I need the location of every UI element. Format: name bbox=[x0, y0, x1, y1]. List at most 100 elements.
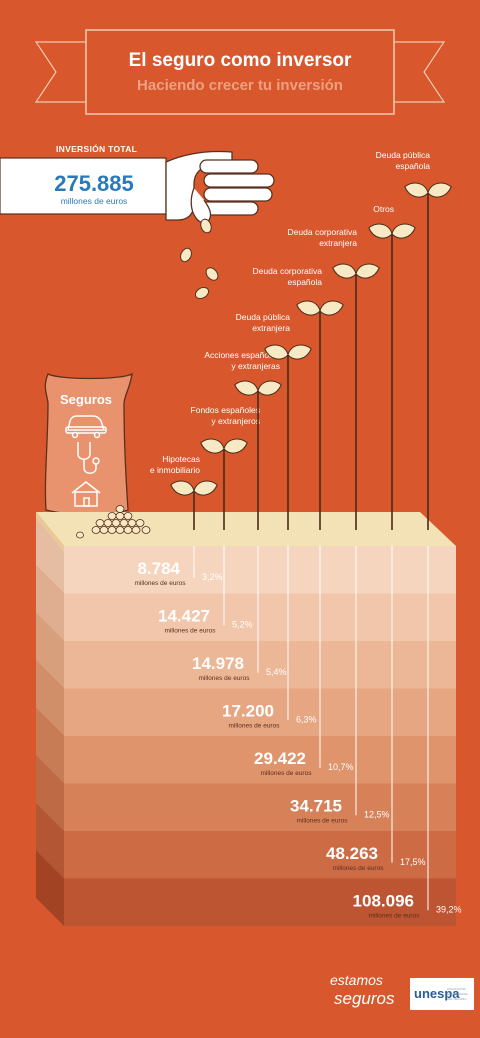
category-label: Fondos españoles y extranjeros bbox=[191, 405, 260, 426]
plant-leaf bbox=[221, 435, 250, 457]
plant-leaf bbox=[402, 179, 431, 201]
footer: estamos seguros unespa ASOCIACIÓN EMPRES… bbox=[330, 972, 474, 1010]
plant-leaf bbox=[330, 260, 359, 282]
falling-seeds bbox=[180, 218, 219, 300]
value-label: 34.715 bbox=[290, 796, 342, 815]
plant-leaf bbox=[191, 477, 220, 499]
plant-leaf bbox=[389, 220, 418, 242]
total-unit: millones de euros bbox=[61, 196, 128, 206]
brand-script-line-2: seguros bbox=[334, 989, 395, 1008]
page-subtitle: Haciendo crecer tu inversión bbox=[137, 77, 343, 94]
category-label: Deuda corporativa extranjera bbox=[288, 227, 358, 248]
value-labels: 8.784 millones de euros 3,2% 14.427 millones… bbox=[135, 559, 462, 920]
layer-side bbox=[36, 755, 64, 831]
percent-label: 10,7% bbox=[328, 762, 354, 772]
hand-icon bbox=[165, 150, 275, 224]
layer-side bbox=[36, 518, 64, 594]
value-label: 108.096 bbox=[353, 891, 414, 910]
sack-label: Seguros bbox=[60, 392, 112, 407]
unespa-logo-box bbox=[410, 978, 474, 1010]
value-unit: millones de euros bbox=[261, 770, 313, 777]
banner-box bbox=[85, 29, 395, 115]
ground-left-face bbox=[36, 518, 64, 926]
brand-script-line-1: estamos bbox=[330, 972, 383, 988]
plant-leaf bbox=[425, 179, 454, 201]
banner-ribbon-right bbox=[393, 41, 446, 103]
layer-band bbox=[64, 878, 456, 926]
percent-label: 5,4% bbox=[266, 667, 287, 677]
value-unit: millones de euros bbox=[135, 580, 187, 587]
percent-label: 3,2% bbox=[202, 572, 223, 582]
total-value: 275.885 bbox=[54, 171, 134, 196]
category-label: Hipotecas e inmobiliario bbox=[150, 454, 200, 475]
category-label: Otros bbox=[373, 204, 394, 214]
value-label: 17.200 bbox=[222, 701, 274, 720]
falling-seed bbox=[200, 218, 212, 234]
layer-band bbox=[64, 593, 456, 641]
sack-body bbox=[44, 372, 133, 516]
banner-ribbon-left bbox=[34, 41, 87, 103]
falling-seed bbox=[205, 267, 219, 281]
layer-band bbox=[64, 546, 456, 594]
unespa-logo: unespa bbox=[414, 986, 460, 1001]
percent-label: 12,5% bbox=[364, 809, 390, 819]
plant-leaf bbox=[255, 377, 284, 399]
seed-pile bbox=[76, 505, 151, 539]
percent-label: 39,2% bbox=[436, 904, 462, 914]
category-label: Deuda corporativa española bbox=[253, 266, 323, 287]
falling-seed bbox=[180, 247, 192, 263]
unespa-sub-2: EMPRESARIAL bbox=[447, 992, 469, 996]
total-investment: INVERSIÓN TOTAL 275.885 millones de euro… bbox=[0, 143, 167, 215]
plant-leaf bbox=[285, 341, 314, 363]
layer-side bbox=[36, 850, 64, 926]
value-label: 8.784 bbox=[137, 559, 180, 578]
layer-band bbox=[64, 641, 456, 689]
value-unit: millones de euros bbox=[297, 817, 349, 824]
ground-top-edge bbox=[36, 512, 64, 552]
value-unit: millones de euros bbox=[229, 722, 281, 729]
percent-label: 17,5% bbox=[400, 857, 426, 867]
stethoscope-icon bbox=[77, 442, 100, 474]
header-banner: El seguro como inversor Haciendo crecer … bbox=[34, 29, 446, 115]
plant-leaf bbox=[366, 220, 395, 242]
unespa-sub-1: ASOCIACIÓN bbox=[447, 986, 466, 991]
category-label: Deuda pública española bbox=[376, 150, 431, 171]
total-box bbox=[0, 157, 167, 215]
plant-leaf bbox=[232, 377, 261, 399]
layer-band bbox=[64, 688, 456, 736]
layer-side bbox=[36, 660, 64, 736]
plant-leaf bbox=[198, 435, 227, 457]
layer-side bbox=[36, 613, 64, 689]
roots bbox=[193, 546, 429, 911]
layer-band bbox=[64, 831, 456, 879]
seed-sack: Seguros bbox=[44, 372, 133, 516]
value-label: 48.263 bbox=[326, 844, 378, 863]
plants: Hipotecas e inmobiliario Fondos españoles y… bbox=[150, 150, 454, 530]
falling-seed bbox=[194, 286, 210, 300]
car-icon bbox=[65, 415, 107, 439]
plant-leaf bbox=[168, 477, 197, 499]
page-title: El seguro como inversor bbox=[129, 50, 352, 71]
plant-leaf bbox=[353, 260, 382, 282]
layer-side bbox=[36, 565, 64, 641]
plant-leaf bbox=[317, 297, 346, 319]
value-unit: millones de euros bbox=[199, 675, 251, 682]
ground-layers bbox=[64, 546, 456, 926]
percent-label: 5,2% bbox=[232, 619, 253, 629]
layer-band bbox=[64, 783, 456, 831]
unespa-sub-3: DEL SEGURO bbox=[447, 997, 467, 1001]
value-unit: millones de euros bbox=[369, 912, 421, 919]
percent-label: 6,3% bbox=[296, 714, 317, 724]
category-label: Acciones españolas y extranjeras bbox=[204, 350, 280, 371]
total-label: INVERSIÓN TOTAL bbox=[56, 143, 137, 154]
value-label: 14.978 bbox=[192, 654, 244, 673]
value-unit: millones de euros bbox=[165, 627, 217, 634]
value-label: 29.422 bbox=[254, 749, 306, 768]
layer-band bbox=[64, 736, 456, 784]
layer-side bbox=[36, 803, 64, 879]
value-label: 14.427 bbox=[158, 606, 210, 625]
value-unit: millones de euros bbox=[333, 865, 385, 872]
layer-side bbox=[36, 708, 64, 784]
